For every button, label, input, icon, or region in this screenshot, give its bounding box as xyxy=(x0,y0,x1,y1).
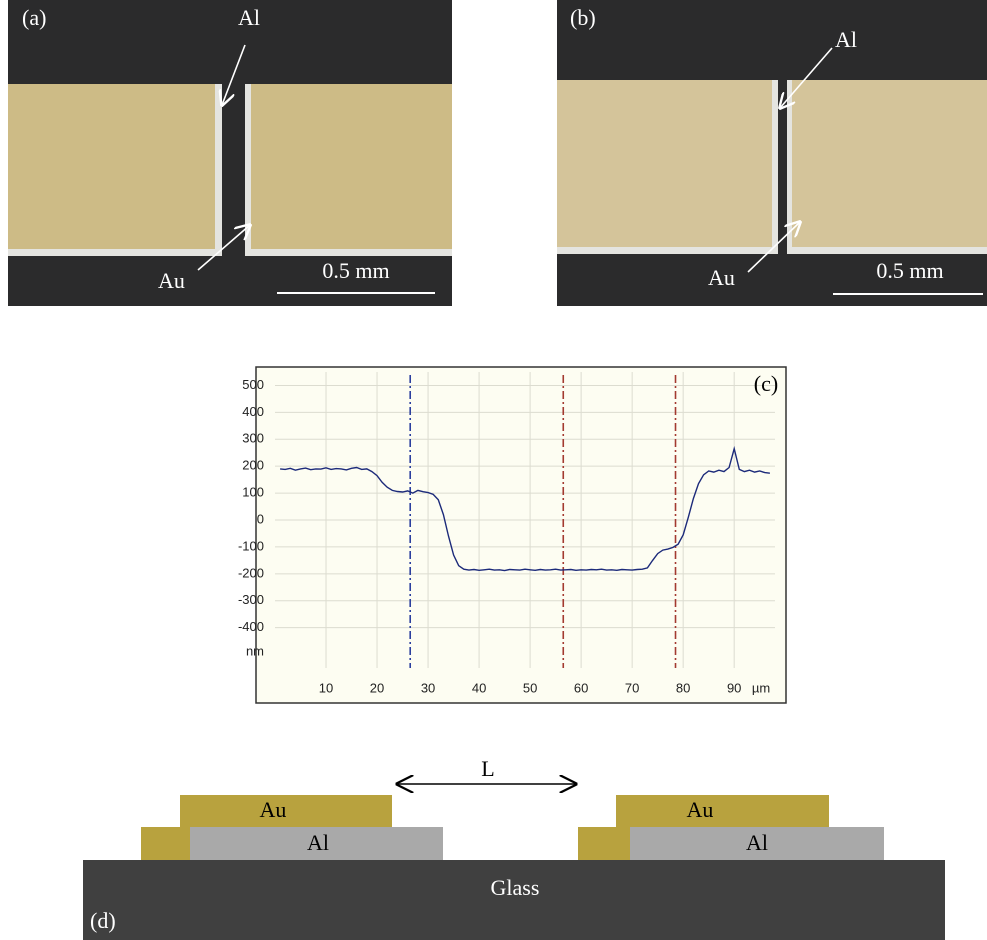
gap-label: L xyxy=(481,756,494,781)
x-tick-label: 20 xyxy=(370,680,384,695)
layer-label: Au xyxy=(687,797,714,822)
x-tick-label: 80 xyxy=(676,680,690,695)
panel-label: (d) xyxy=(90,908,116,933)
y-unit: nm xyxy=(246,643,264,658)
layer-label: Al xyxy=(746,830,768,855)
chart-frame xyxy=(255,366,787,704)
layer-label: Au xyxy=(260,797,287,822)
x-tick-label: 90 xyxy=(727,680,741,695)
y-tick-label: 200 xyxy=(242,458,264,473)
x-tick-label: 50 xyxy=(523,680,537,695)
y-tick-label: 0 xyxy=(257,511,264,526)
y-tick-label: -200 xyxy=(238,565,264,580)
scale-bar-label: 0.5 mm xyxy=(322,258,389,283)
scale-bar-label: 0.5 mm xyxy=(876,258,943,283)
layer-diagram: Au Al L Au Al Glass (d) xyxy=(83,756,945,940)
y-tick-label: 100 xyxy=(242,485,264,500)
y-tick-label: -400 xyxy=(238,619,264,634)
x-tick-label: 10 xyxy=(319,680,333,695)
micrograph-b: (b) Al Au 0.5 mm xyxy=(557,0,987,306)
y-tick-label: -100 xyxy=(238,538,264,553)
panel-label: (a) xyxy=(22,5,46,30)
substrate-label: Glass xyxy=(491,875,540,900)
x-tick-label: 60 xyxy=(574,680,588,695)
panel-label: (c) xyxy=(754,371,778,396)
y-tick-label: 400 xyxy=(242,404,264,419)
y-tick-label: 500 xyxy=(242,377,264,392)
y-tick-label: -300 xyxy=(238,592,264,607)
x-tick-label: 30 xyxy=(421,680,435,695)
arrow-label: Au xyxy=(708,265,735,290)
profile-line xyxy=(280,445,770,572)
arrow-label: Al xyxy=(238,5,260,30)
arrow-label: Au xyxy=(158,268,185,293)
arrow-label: Al xyxy=(835,27,857,52)
y-tick-label: 300 xyxy=(242,431,264,446)
layer-label: Al xyxy=(307,830,329,855)
micrograph-a: (a) Al Au 0.5 mm xyxy=(8,0,452,306)
panel-label: (b) xyxy=(570,5,596,30)
x-unit: µm xyxy=(752,680,770,695)
profile-chart: 500 400 300 200 100 0 -100 -200 -300 -400 10 20 30 40… xyxy=(238,371,778,695)
x-tick-label: 70 xyxy=(625,680,639,695)
x-tick-label: 40 xyxy=(472,680,486,695)
